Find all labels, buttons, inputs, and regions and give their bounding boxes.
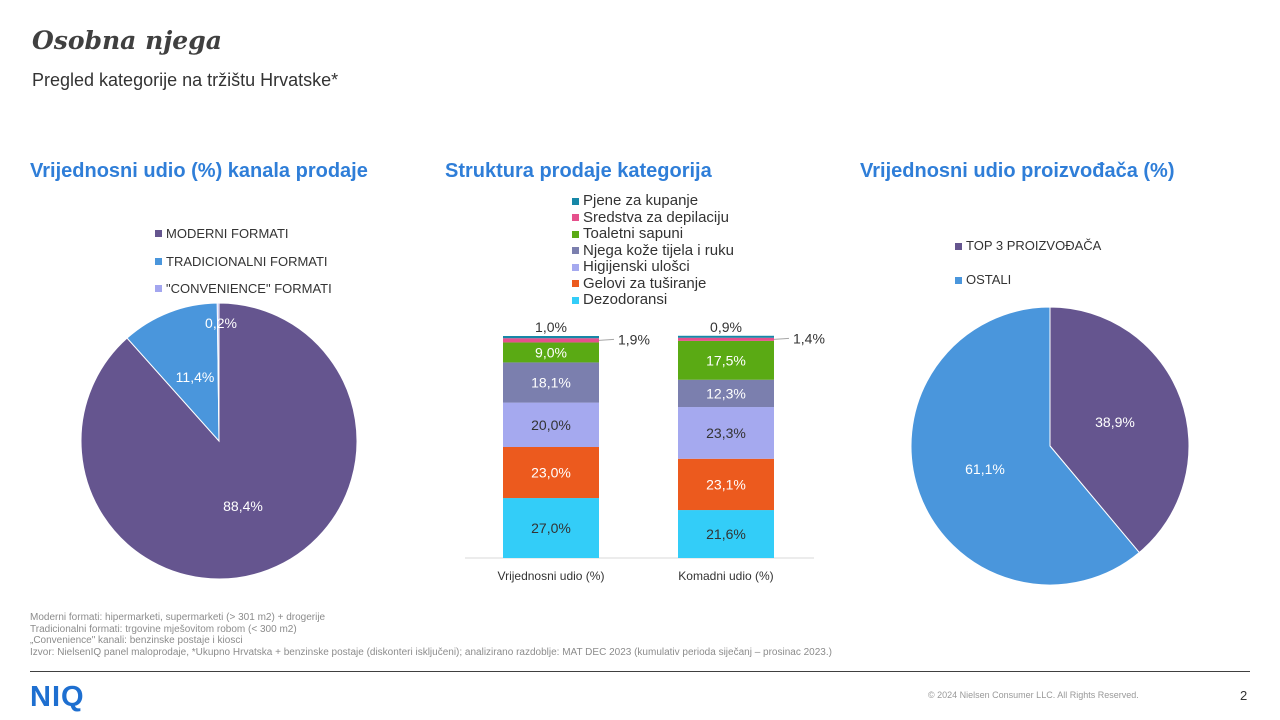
- legend-swatch: [572, 247, 579, 255]
- legend-swatch: [572, 263, 579, 271]
- bar-value-label: 20,0%: [531, 417, 571, 433]
- channel-pie-slice-label: 0,2%: [205, 315, 237, 331]
- bar-segment: [678, 337, 774, 341]
- footnote: Tradicionalni formati: trgovine mješovit…: [30, 623, 297, 635]
- page-title: Osobna njega: [32, 26, 222, 55]
- page-subtitle: Pregled kategorije na tržištu Hrvatske*: [32, 70, 339, 90]
- legend-label: TOP 3 PROIZVOĐAČA: [966, 238, 1102, 253]
- bar-segment: [678, 335, 774, 338]
- bar-value-label: 23,1%: [706, 476, 746, 492]
- bar-value-label: 1,0%: [535, 319, 567, 335]
- category-structure-title: Struktura prodaje kategorija: [445, 160, 712, 182]
- legend-label: OSTALI: [966, 272, 1012, 287]
- bar-value-label: 21,6%: [706, 526, 746, 542]
- copyright: © 2024 Nielsen Consumer LLC. All Rights …: [928, 690, 1139, 700]
- bar-callout-line: [773, 337, 790, 340]
- legend-item: Gelovi za tuširanje: [572, 274, 734, 293]
- manufacturer-pie-slice: [910, 306, 1140, 586]
- bar-value-label: 18,1%: [531, 375, 571, 391]
- legend-swatch: [572, 296, 579, 304]
- manufacturer-pie-slice-label: 38,9%: [1095, 414, 1135, 430]
- manufacturer-pie-slice: [1049, 306, 1190, 554]
- bar-category-label: Komadni udio (%): [678, 569, 773, 583]
- footnote: Moderni formati: hipermarketi, supermark…: [30, 612, 326, 623]
- legend-swatch: [955, 276, 962, 284]
- page-number: 2: [1240, 688, 1248, 703]
- niq-logo: NIQ: [30, 681, 85, 713]
- legend-item: Njega kože tijela i ruku: [572, 241, 734, 260]
- legend-swatch: [572, 280, 579, 288]
- bar-callout-line: [598, 338, 615, 341]
- legend-label: Higijenski ulošci: [583, 258, 690, 275]
- bar-value-label: 0,9%: [710, 319, 742, 335]
- bar-value-label: 27,0%: [531, 520, 571, 536]
- legend-label: MODERNI FORMATI: [166, 226, 289, 241]
- footer-divider: [30, 671, 1250, 672]
- legend-label: "CONVENIENCE" FORMATI: [166, 281, 332, 296]
- bar-segment: [503, 338, 599, 343]
- bar-value-label: 1,9%: [618, 331, 650, 347]
- bar-segment: [678, 407, 774, 459]
- bar-segment: [503, 336, 599, 339]
- bar-value-label: 23,3%: [706, 425, 746, 441]
- bar-segment: [503, 402, 599, 447]
- legend-label: Gelovi za tuširanje: [583, 274, 707, 292]
- bar-value-label: 1,4%: [793, 330, 825, 346]
- bar-category-label: Vrijednosni udio (%): [498, 569, 605, 583]
- channel-pie-slice-label: 88,4%: [223, 498, 263, 514]
- legend-swatch: [572, 197, 579, 205]
- channel-pie-slice: [126, 302, 220, 443]
- legend-item: Dezodoransi: [572, 291, 734, 309]
- legend-item: TRADICIONALNI FORMATI: [155, 248, 332, 276]
- channel-legend: MODERNI FORMATI TRADICIONALNI FORMATI "C…: [155, 220, 332, 303]
- bar-value-label: 23,0%: [531, 465, 571, 481]
- legend-label: TRADICIONALNI FORMATI: [166, 253, 328, 269]
- bar-segment: [503, 362, 599, 403]
- legend-swatch: [155, 257, 162, 265]
- legend-item: Sredstva za depilaciju: [572, 208, 734, 227]
- legend-label: Toaletni sapuni: [583, 225, 684, 242]
- footnote: „Convenience" kanali: benzinske postaje …: [30, 635, 243, 646]
- legend-item: TOP 3 PROIZVOĐAČA: [955, 229, 1101, 263]
- bar-segment: [678, 458, 774, 511]
- bar-value-label: 17,5%: [706, 352, 746, 368]
- legend-item: "CONVENIENCE" FORMATI: [155, 275, 332, 303]
- legend-item: OSTALI: [955, 263, 1101, 297]
- legend-swatch: [572, 214, 579, 222]
- bar-segment: [503, 447, 599, 499]
- channel-share-title: Vrijednosni udio (%) kanala prodaje: [30, 160, 368, 182]
- channel-pie-slice: [216, 302, 220, 442]
- bar-segment: [678, 510, 774, 558]
- legend-item: Higijenski ulošci: [572, 258, 734, 276]
- legend-label: Pjene za kupanje: [583, 192, 699, 209]
- legend-item: MODERNI FORMATI: [155, 220, 332, 248]
- manufacturer-pie-slice-label: 61,1%: [965, 461, 1005, 477]
- footnotes: Moderni formati: hipermarketi, supermark…: [30, 612, 832, 658]
- bar-segment: [678, 379, 774, 408]
- legend-label: Dezodoransi: [583, 291, 668, 308]
- legend-swatch: [155, 230, 162, 238]
- bar-value-label: 12,3%: [706, 385, 746, 401]
- bar-segment: [678, 340, 774, 380]
- bar-segment: [503, 498, 599, 558]
- legend-item: Pjene za kupanje: [572, 192, 734, 210]
- legend-swatch: [155, 285, 162, 293]
- structure-legend: Pjene za kupanje Sredstva za depilaciju …: [572, 192, 734, 309]
- manufacturer-share-title: Vrijednosni udio proizvođača (%): [860, 160, 1175, 182]
- legend-swatch: [955, 242, 962, 250]
- legend-item: Toaletni sapuni: [572, 225, 734, 243]
- bar-value-label: 9,0%: [535, 344, 567, 360]
- legend-label: Njega kože tijela i ruku: [583, 241, 734, 259]
- bar-segment: [503, 342, 599, 363]
- manufacturer-legend: TOP 3 PROIZVOĐAČA OSTALI: [955, 229, 1101, 297]
- legend-swatch: [572, 230, 579, 238]
- legend-label: Sredstva za depilaciju: [583, 208, 729, 226]
- footnote: Izvor: NielsenIQ panel maloprodaje, *Uku…: [30, 646, 832, 658]
- channel-pie-slice-label: 11,4%: [176, 369, 215, 385]
